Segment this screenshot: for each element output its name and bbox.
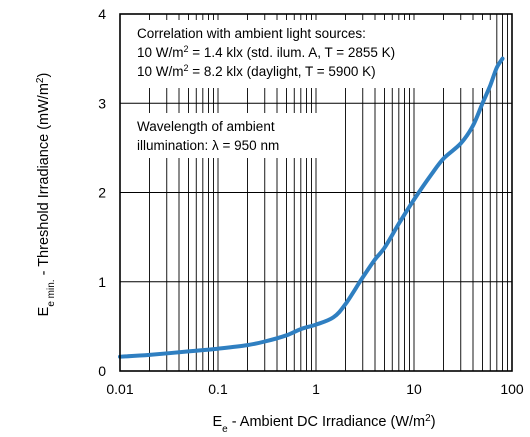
x-tick-label: 100: [500, 381, 524, 397]
axis-titles: Ee - Ambient DC Irradiance (W/m2) Ee min.…: [35, 73, 436, 435]
correlation-note-line: 10 W/m2 = 8.2 klx (daylight, T = 5900 K): [137, 63, 376, 79]
tick-labels: 0.01 0.1 1 10 100 0 1 2 3 4: [98, 6, 524, 397]
correlation-note-background: [133, 20, 496, 88]
x-tick-label: 1: [312, 381, 320, 397]
wavelength-note-background: [133, 113, 333, 158]
annotation-backgrounds: [133, 20, 496, 158]
x-tick-label: 0.1: [208, 381, 228, 397]
annotations: Correlation with ambient light sources: 1…: [137, 26, 395, 153]
axes: [119, 13, 513, 372]
y-tick-label: 4: [98, 6, 106, 22]
x-tick-label: 10: [406, 381, 422, 397]
y-tick-label: 1: [98, 274, 106, 290]
x-axis-title: Ee - Ambient DC Irradiance (W/m2): [212, 413, 435, 435]
y-axis-title: Ee min. - Threshold Irradiance (mW/m2): [35, 73, 57, 317]
series-line: [118, 56, 505, 359]
series-layer: [118, 56, 505, 359]
correlation-note-line: Correlation with ambient light sources:: [137, 26, 366, 41]
x-tick-label: 0.01: [106, 381, 133, 397]
y-tick-label: 3: [98, 95, 106, 111]
correlation-note-line: 10 W/m2 = 1.4 klx (std. ilum. A, T = 285…: [137, 44, 395, 60]
wavelength-note-line: illumination: λ = 950 nm: [137, 138, 279, 153]
wavelength-note-line: Wavelength of ambient: [137, 119, 275, 134]
y-tick-label: 0: [98, 363, 106, 379]
plot-frame: [119, 13, 513, 372]
y-tick-label: 2: [98, 185, 106, 201]
